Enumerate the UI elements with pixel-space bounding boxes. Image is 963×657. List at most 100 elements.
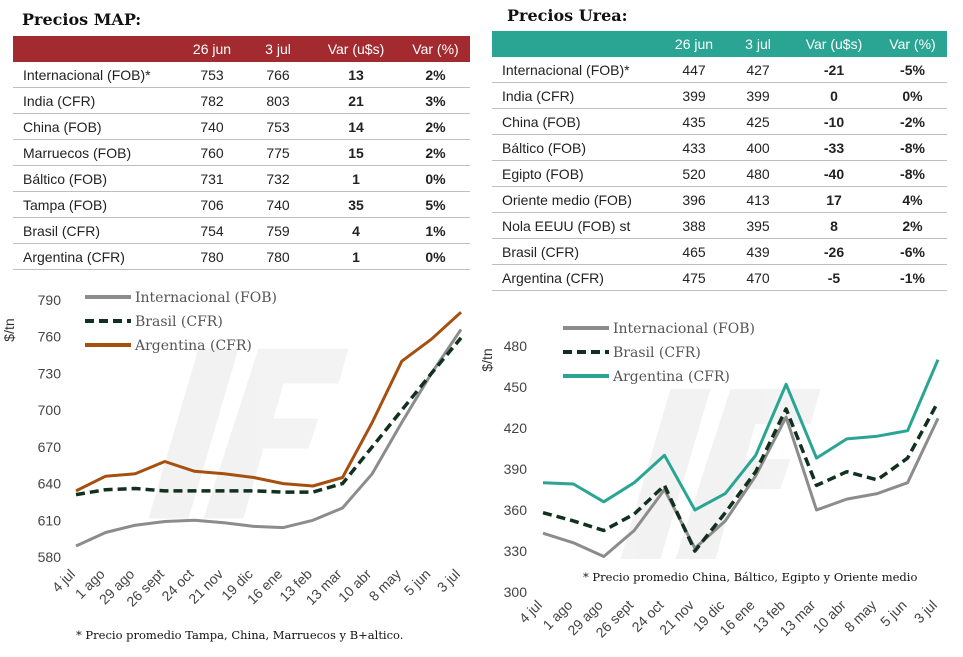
cell-value-pct: 2% — [401, 62, 470, 88]
table-row: Internacional (FOB)* 753 766 13 2% — [13, 62, 470, 88]
cell-value-date1: 760 — [179, 139, 245, 166]
y-tick-label: 670 — [38, 439, 62, 455]
table-header-row: 26 jun 3 jul Var (u$s) Var (%) — [492, 31, 947, 57]
cell-name: Báltico (FOB) — [492, 134, 662, 161]
cell-name: China (FOB) — [492, 108, 662, 135]
series-line-2 — [75, 311, 463, 493]
cell-value-date2: 480 — [726, 160, 790, 187]
cell-value-var: -26 — [790, 238, 878, 265]
cell-value-date2: 753 — [245, 113, 311, 140]
cell-value-pct: 1% — [401, 217, 470, 244]
cell-value-date2: 780 — [245, 243, 311, 270]
cell-value-date1: 475 — [662, 264, 726, 291]
cell-value-var: 15 — [311, 139, 401, 166]
cell-value-var: 21 — [311, 87, 401, 114]
cell-value-date2: 740 — [245, 191, 311, 218]
cell-name: India (CFR) — [13, 87, 179, 114]
urea-footnote: * Precio promedio China, Báltico, Egipto… — [583, 570, 918, 584]
cell-name: Argentina (CFR) — [13, 243, 179, 270]
cell-name: Oriente medio (FOB) — [492, 186, 662, 213]
cell-value-date2: 439 — [726, 238, 790, 265]
cell-name: Internacional (FOB)* — [13, 62, 179, 88]
cell-name: Argentina (CFR) — [492, 264, 662, 291]
legend-label: Brasil (CFR) — [613, 345, 701, 361]
table-row: Brasil (CFR) 754 759 4 1% — [13, 217, 470, 244]
y-tick-label: 760 — [38, 329, 62, 345]
y-tick-label: 450 — [504, 379, 528, 395]
y-axis-label: $/tn — [479, 348, 495, 371]
cell-value-var: 13 — [311, 62, 401, 88]
x-tick-label: 8 may — [841, 597, 879, 635]
series-line-1 — [542, 401, 940, 553]
x-tick-label: 10 abr — [335, 566, 375, 606]
cell-value-date1: 753 — [179, 62, 245, 88]
legend-label: Internacional (FOB) — [135, 290, 277, 306]
cell-value-date2: 399 — [726, 82, 790, 109]
cell-value-var: 0 — [790, 82, 878, 109]
table-row: Oriente medio (FOB) 396 413 17 4% — [492, 186, 947, 213]
cell-value-var: 35 — [311, 191, 401, 218]
cell-value-var: 1 — [311, 165, 401, 192]
table-row: Tampa (FOB) 706 740 35 5% — [13, 191, 470, 218]
table-row: Nola EEUU (FOB) st 388 395 8 2% — [492, 212, 947, 239]
cell-value-date2: 427 — [726, 57, 790, 83]
cell-name: Tampa (FOB) — [13, 191, 179, 218]
cell-name: Internacional (FOB)* — [492, 57, 662, 83]
table-row: India (CFR) 399 399 0 0% — [492, 82, 947, 109]
y-tick-label: 330 — [504, 543, 528, 559]
cell-value-var: 1 — [311, 243, 401, 270]
cell-value-date1: 754 — [179, 217, 245, 244]
cell-value-date1: 435 — [662, 108, 726, 135]
cell-value-date1: 706 — [179, 191, 245, 218]
cell-value-var: 14 — [311, 113, 401, 140]
table-row: Báltico (FOB) 433 400 -33 -8% — [492, 134, 947, 161]
y-tick-label: 390 — [504, 461, 528, 477]
table-row: Internacional (FOB)* 447 427 -21 -5% — [492, 57, 947, 83]
cell-value-date1: 780 — [179, 243, 245, 270]
header-name — [492, 31, 662, 57]
cell-value-date2: 766 — [245, 62, 311, 88]
cell-value-date1: 396 — [662, 186, 726, 213]
cell-name: Brasil (CFR) — [13, 217, 179, 244]
cell-value-var: -40 — [790, 160, 878, 187]
cell-value-pct: 0% — [401, 243, 470, 270]
cell-value-date2: 395 — [726, 212, 790, 239]
y-tick-label: 730 — [38, 365, 62, 381]
legend-label: Argentina (CFR) — [612, 369, 730, 385]
legend-label: Argentina (CFR) — [134, 338, 252, 354]
cell-value-var: -21 — [790, 57, 878, 83]
cell-value-date1: 433 — [662, 134, 726, 161]
y-tick-label: 580 — [38, 549, 62, 565]
cell-value-date1: 740 — [179, 113, 245, 140]
y-tick-label: 790 — [38, 292, 62, 308]
y-tick-label: 360 — [504, 502, 528, 518]
urea-price-table: 26 jun 3 jul Var (u$s) Var (%) Internaci… — [492, 31, 947, 291]
cell-value-date2: 803 — [245, 87, 311, 114]
series-line-0 — [75, 328, 463, 548]
x-tick-label: 8 may — [366, 566, 404, 604]
cell-value-pct: -1% — [878, 264, 947, 291]
cell-value-pct: 4% — [878, 186, 947, 213]
table-row: Brasil (CFR) 465 439 -26 -6% — [492, 238, 947, 265]
cell-value-var: 8 — [790, 212, 878, 239]
cell-name: Báltico (FOB) — [13, 165, 179, 192]
cell-value-date2: 400 — [726, 134, 790, 161]
x-tick-label: 10 abr — [810, 597, 850, 637]
cell-name: India (CFR) — [492, 82, 662, 109]
cell-value-date1: 447 — [662, 57, 726, 83]
cell-value-pct: -5% — [878, 57, 947, 83]
table-row: Egipto (FOB) 520 480 -40 -8% — [492, 160, 947, 187]
table-row: China (FOB) 435 425 -10 -2% — [492, 108, 947, 135]
cell-value-var: -5 — [790, 264, 878, 291]
x-tick-label: 5 jun — [877, 597, 910, 630]
header-pct: Var (%) — [401, 36, 470, 62]
cell-value-date2: 775 — [245, 139, 311, 166]
legend-label: Brasil (CFR) — [135, 314, 223, 330]
cell-name: Marruecos (FOB) — [13, 139, 179, 166]
cell-value-var: -10 — [790, 108, 878, 135]
x-tick-label: 5 jun — [401, 566, 434, 599]
table-row: Báltico (FOB) 731 732 1 0% — [13, 165, 470, 192]
